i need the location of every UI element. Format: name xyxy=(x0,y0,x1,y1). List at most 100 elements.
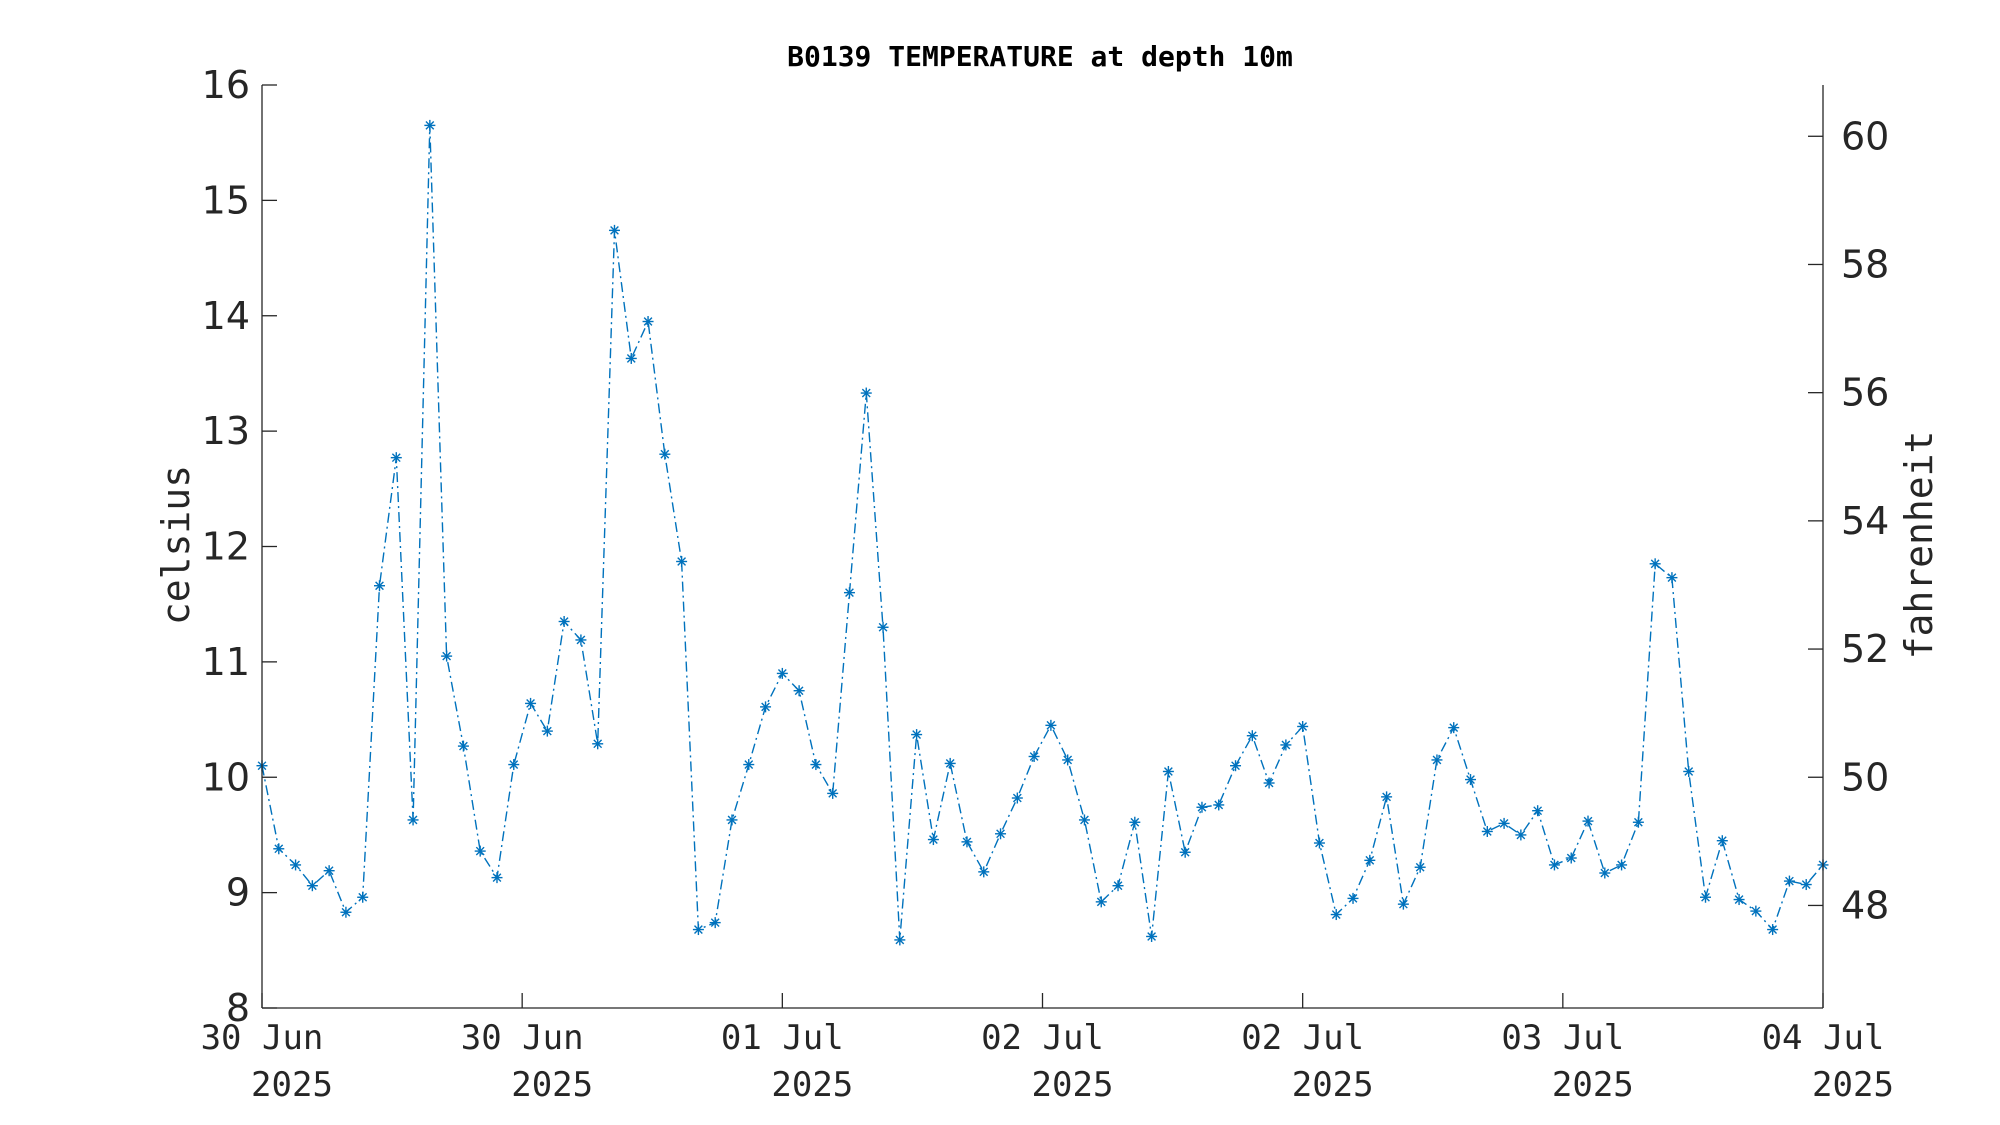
data-point xyxy=(709,917,721,929)
data-point xyxy=(1632,816,1644,828)
data-point xyxy=(1733,894,1745,906)
data-point xyxy=(1297,720,1309,732)
data-point xyxy=(810,759,822,771)
x-tick-label-year: 2025 xyxy=(1292,1065,1374,1105)
data-point xyxy=(1347,892,1359,904)
data-point xyxy=(491,872,503,884)
data-point xyxy=(676,555,688,567)
y-tick-label: 14 xyxy=(202,294,250,338)
data-point xyxy=(961,836,973,848)
x-tick-label-day: 04 Jul xyxy=(1762,1018,1885,1058)
data-point xyxy=(1112,880,1124,892)
data-point xyxy=(1028,750,1040,762)
data-point xyxy=(1448,722,1460,734)
data-point xyxy=(927,834,939,846)
y-tick-label: 15 xyxy=(202,178,250,222)
data-point xyxy=(1716,835,1728,847)
data-point xyxy=(592,738,604,750)
data-point xyxy=(776,667,788,679)
data-point xyxy=(1179,846,1191,858)
data-point xyxy=(760,701,772,713)
data-point xyxy=(575,634,587,646)
data-point xyxy=(827,787,839,799)
data-point xyxy=(407,814,419,826)
data-point xyxy=(877,621,889,633)
data-point xyxy=(541,725,553,737)
y2-tick-label: 50 xyxy=(1841,755,1889,799)
data-point xyxy=(1062,754,1074,766)
y2-tick-label: 60 xyxy=(1841,114,1889,158)
x-tick-label-year: 2025 xyxy=(511,1065,593,1105)
x-tick-label-day: 02 Jul xyxy=(1241,1018,1364,1058)
data-point xyxy=(558,615,570,627)
y2-tick-label: 56 xyxy=(1841,371,1889,415)
data-point xyxy=(743,759,755,771)
data-point xyxy=(995,828,1007,840)
data-point xyxy=(793,685,805,697)
data-point xyxy=(1750,905,1762,917)
x-tick-label-year: 2025 xyxy=(251,1065,333,1105)
x-tick-label-year: 2025 xyxy=(1032,1065,1114,1105)
data-point xyxy=(608,224,620,236)
series-line xyxy=(261,125,1824,940)
x-tick-label-year: 2025 xyxy=(771,1065,853,1105)
data-point xyxy=(1095,896,1107,908)
data-point xyxy=(1280,739,1292,751)
data-point xyxy=(860,387,872,399)
data-point xyxy=(1146,930,1158,942)
data-point xyxy=(525,697,537,709)
x-tick-label-day: 02 Jul xyxy=(981,1018,1104,1058)
data-point xyxy=(390,452,402,464)
data-point xyxy=(894,934,906,946)
data-point xyxy=(340,906,352,918)
data-point xyxy=(323,865,335,877)
data-point xyxy=(357,891,369,903)
x-tick-label-day: 30 Jun xyxy=(461,1018,584,1058)
data-point xyxy=(1515,829,1527,841)
data-point xyxy=(1532,805,1544,817)
y-tick-label: 11 xyxy=(202,640,250,684)
x-tick-label-day: 03 Jul xyxy=(1501,1018,1624,1058)
data-point xyxy=(373,580,385,592)
data-point xyxy=(1548,859,1560,871)
data-point xyxy=(290,859,302,871)
data-point xyxy=(1129,816,1141,828)
data-point xyxy=(1616,859,1628,871)
data-point xyxy=(1381,791,1393,803)
y-tick-label: 9 xyxy=(226,871,250,915)
y2-tick-label: 48 xyxy=(1841,883,1889,927)
y-axis-label: celsius xyxy=(154,465,198,625)
data-point xyxy=(1045,719,1057,731)
x-tick-label-day: 30 Jun xyxy=(201,1018,324,1058)
x-tick-label-day: 01 Jul xyxy=(721,1018,844,1058)
data-point xyxy=(457,740,469,752)
data-point xyxy=(273,843,285,855)
data-point xyxy=(843,587,855,599)
data-point xyxy=(1230,760,1242,772)
data-point xyxy=(1498,817,1510,829)
data-point xyxy=(1196,801,1208,813)
data-point xyxy=(1767,924,1779,936)
data-point xyxy=(474,845,486,857)
y2-tick-label: 52 xyxy=(1841,627,1889,671)
data-point xyxy=(1783,875,1795,887)
data-point xyxy=(1011,792,1023,804)
y-tick-label: 16 xyxy=(202,63,250,107)
data-point xyxy=(1414,861,1426,873)
data-point xyxy=(726,814,738,826)
data-point xyxy=(911,729,923,741)
data-point xyxy=(1649,558,1661,570)
left-y-axis: 8 9 10 11 12 13 14 15 16 xyxy=(202,63,277,1030)
data-point xyxy=(1213,799,1225,811)
data-point xyxy=(1800,879,1812,891)
data-point xyxy=(692,924,704,936)
data-point xyxy=(1397,898,1409,910)
y-tick-label: 8 xyxy=(226,986,250,1030)
data-point xyxy=(424,119,436,131)
data-point xyxy=(1700,891,1712,903)
data-point xyxy=(659,448,671,460)
data-point xyxy=(625,352,637,364)
data-point xyxy=(1364,854,1376,866)
data-point xyxy=(1263,777,1275,789)
